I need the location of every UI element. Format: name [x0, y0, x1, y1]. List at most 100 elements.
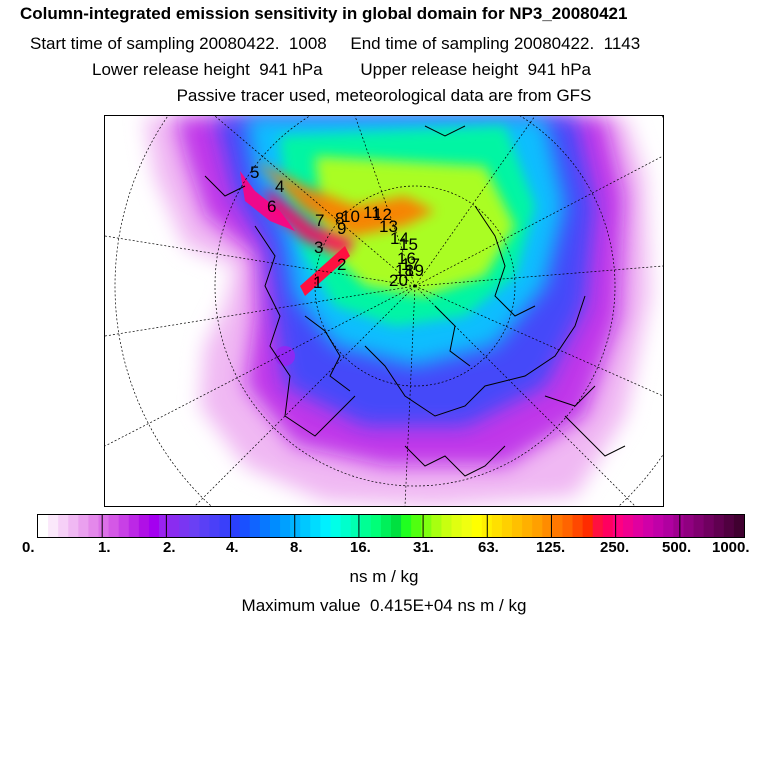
colorbar-swatch — [350, 515, 362, 537]
colorbar-swatch — [330, 515, 342, 537]
colorbar-swatch — [643, 515, 654, 537]
traj-label-13: 13 — [379, 217, 398, 236]
colorbar-swatch — [98, 515, 110, 537]
colorbar-swatch — [48, 515, 59, 537]
colorbar-swatch — [421, 515, 432, 537]
colorbar-swatch — [703, 515, 715, 537]
traj-label-10: 10 — [341, 207, 360, 226]
colorbar-swatch — [431, 515, 443, 537]
colorbar-swatch — [189, 515, 200, 537]
colorbar-swatch — [249, 515, 261, 537]
chart-title: Column-integrated emission sensitivity i… — [20, 4, 628, 23]
colorbar-swatch — [542, 515, 553, 537]
colorbar-swatch — [471, 515, 483, 537]
colorbar-swatch — [713, 515, 725, 537]
colorbar-tick-label: 500. — [662, 539, 692, 556]
colorbar-swatch — [633, 515, 644, 537]
colorbar-swatch — [501, 515, 513, 537]
colorbar-swatch — [491, 515, 503, 537]
colorbar-swatch — [673, 515, 685, 537]
map-canvas: 1 2 3 4 5 6 7 8 9 10 11 12 13 14 15 16 1… — [105, 116, 663, 506]
colorbar-swatch — [592, 515, 604, 537]
colorbar-tick-label: 2. — [163, 539, 176, 556]
colorbar-swatch — [512, 515, 523, 537]
traj-label-16: 16 — [397, 249, 416, 268]
maximum-value: Maximum value 0.415E+04 ns m / kg — [241, 596, 527, 615]
colorbar-swatch — [108, 515, 120, 537]
colorbar-swatch — [219, 515, 231, 537]
sensitivity-field — [145, 116, 650, 506]
colorbar-swatch — [159, 515, 170, 537]
colorbar-swatch — [128, 515, 140, 537]
coastlines — [204, 125, 626, 477]
colorbar-swatch — [269, 515, 281, 537]
colorbar-swatch — [148, 515, 160, 537]
colorbar-tick-label: 125. — [536, 539, 566, 556]
colorbar-swatch — [612, 515, 624, 537]
traj-label-7: 7 — [315, 211, 324, 230]
meridians — [105, 116, 663, 506]
traj-label-19: 19 — [405, 261, 424, 280]
traj-label-12: 12 — [373, 205, 392, 224]
colorbar-tick-label: 250. — [600, 539, 630, 556]
traj-label-6: 6 — [267, 197, 276, 216]
colorbar — [37, 514, 745, 538]
colorbar-swatch — [411, 515, 422, 537]
colorbar-swatch — [88, 515, 100, 537]
traj-label-14: 14 — [390, 229, 409, 248]
colorbar-tick-label: 4. — [226, 539, 239, 556]
colorbar-tick-label: 0. — [22, 539, 35, 556]
colorbar-swatch — [320, 515, 332, 537]
traj-label-17: 17 — [401, 255, 420, 274]
colorbar-tick-label: 63. — [478, 539, 499, 556]
colorbar-swatch — [693, 515, 705, 537]
colorbar-swatch — [733, 515, 744, 537]
colorbar-swatch — [370, 515, 382, 537]
traj-label-15: 15 — [399, 235, 418, 254]
colorbar-swatch — [582, 515, 594, 537]
colorbar-swatches — [38, 515, 744, 537]
colorbar-tick-label: 1000. — [712, 539, 750, 556]
colorbar-swatch — [300, 515, 311, 537]
traj-label-5: 5 — [250, 163, 259, 182]
colorbar-swatch — [572, 515, 584, 537]
colorbar-swatch — [683, 515, 695, 537]
colorbar-swatch — [239, 515, 251, 537]
traj-label-1: 1 — [313, 273, 322, 292]
colorbar-swatch — [310, 515, 321, 537]
colorbar-units: ns m / kg — [349, 567, 419, 586]
colorbar-swatch — [552, 515, 564, 537]
colorbar-swatch — [179, 515, 190, 537]
traj-label-8: 8 — [335, 209, 344, 228]
colorbar-tick-label: 1. — [98, 539, 111, 556]
traj-label-18: 18 — [395, 261, 414, 280]
colorbar-swatch — [290, 515, 301, 537]
colorbar-tick-label: 8. — [290, 539, 303, 556]
colorbar-swatch — [68, 515, 79, 537]
traj-label-20: 20 — [389, 271, 408, 290]
colorbar-tick-label: 16. — [350, 539, 371, 556]
colorbar-swatch — [441, 515, 453, 537]
colorbar-swatch — [340, 515, 352, 537]
traj-label-4: 4 — [275, 177, 284, 196]
colorbar-swatch — [622, 515, 634, 537]
release-heights: Lower release height 941 hPa Upper relea… — [92, 60, 591, 79]
tracer-note: Passive tracer used, meteorological data… — [176, 86, 592, 105]
traj-label-9: 9 — [337, 219, 346, 238]
colorbar-swatch — [78, 515, 90, 537]
colorbar-swatch — [199, 515, 211, 537]
latitude-circles — [114, 116, 663, 506]
colorbar-swatch — [653, 515, 664, 537]
traj-label-2: 2 — [337, 255, 346, 274]
colorbar-swatch — [280, 515, 291, 537]
colorbar-swatch — [118, 515, 130, 537]
colorbar-tick-label: 31. — [413, 539, 434, 556]
colorbar-swatch — [461, 515, 473, 537]
colorbar-swatch — [562, 515, 574, 537]
sampling-times: Start time of sampling 20080422. 1008 En… — [30, 34, 641, 53]
trajectory-labels: 1 2 3 4 5 6 7 8 9 10 11 12 13 14 15 16 1… — [250, 163, 424, 292]
colorbar-swatch — [532, 515, 543, 537]
colorbar-swatch — [169, 515, 180, 537]
colorbar-swatch — [58, 515, 69, 537]
colorbar-swatch — [380, 515, 392, 537]
